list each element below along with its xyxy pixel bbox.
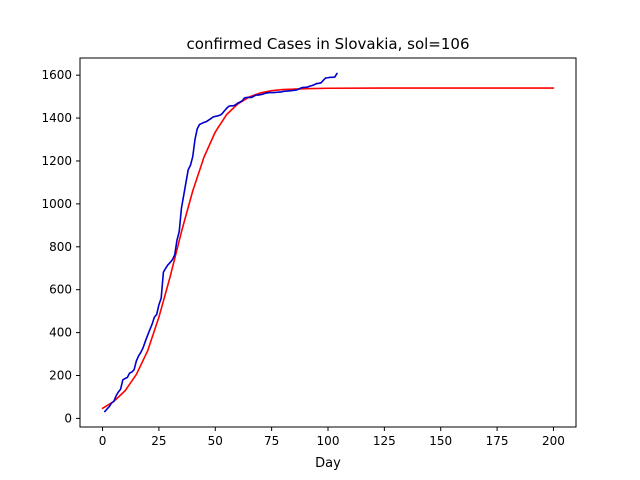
plot-frame	[79, 57, 577, 428]
chart-title: confirmed Cases in Slovakia, sol=106	[186, 35, 469, 53]
series-line-1	[101, 87, 555, 410]
y-tick-label: 1600	[41, 68, 72, 82]
y-tick-label: 400	[49, 326, 72, 340]
x-tick-label: 0	[99, 434, 107, 448]
y-tick-label: 1000	[41, 197, 72, 211]
x-tick-label: 100	[317, 434, 340, 448]
x-tick-label: 150	[429, 434, 452, 448]
x-tick-label: 75	[264, 434, 279, 448]
y-tick-label: 1200	[41, 154, 72, 168]
x-tick-label: 125	[373, 434, 396, 448]
x-tick-label: 175	[486, 434, 509, 448]
x-tick-label: 50	[208, 434, 223, 448]
axes-layer: 0 25 50 75 100 125 150 175 200 0 200 400 600 800 1000 1…	[41, 57, 577, 448]
x-tick-label: 200	[542, 434, 565, 448]
y-tick-label: 800	[49, 240, 72, 254]
y-tick-label: 1400	[41, 111, 72, 125]
y-tick-label: 600	[49, 283, 72, 297]
y-tick-label: 200	[49, 369, 72, 383]
x-axis-label: Day	[315, 456, 341, 471]
y-tick-label: 0	[64, 411, 72, 425]
series-line-0	[104, 72, 338, 413]
series-layer	[101, 72, 555, 413]
x-tick-label: 25	[151, 434, 166, 448]
